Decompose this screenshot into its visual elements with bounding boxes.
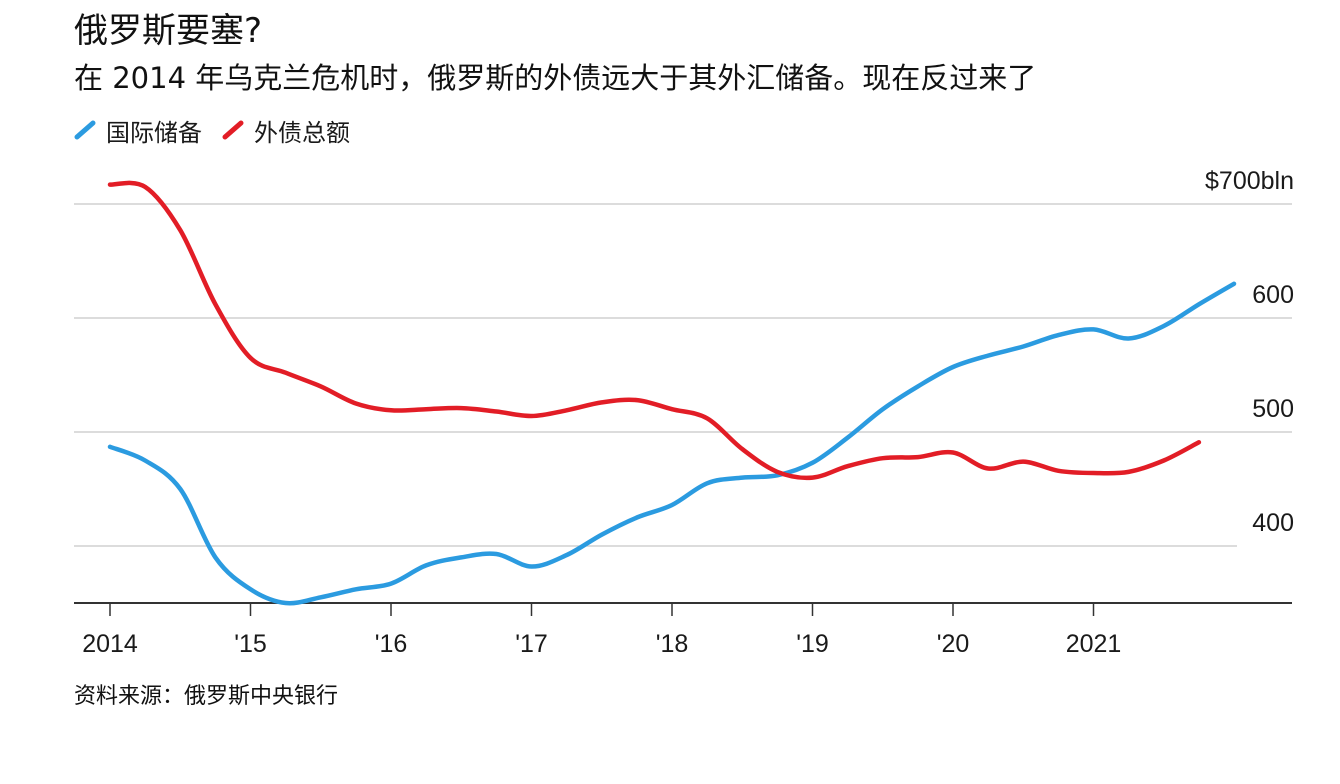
x-tick-label: 2014 — [82, 630, 138, 658]
legend-swatch-debt — [222, 120, 244, 140]
source-note: 资料来源：俄罗斯中央银行 — [74, 684, 339, 709]
legend-item-debt: 外债总额 — [222, 113, 350, 148]
x-tick-label: '17 — [515, 630, 548, 658]
y-tick-label: 600 — [1252, 281, 1294, 309]
line-chart: $700bln 600 500 400 2014 '15 '16 '17 '18 '19 '20 20… — [74, 167, 1294, 658]
x-tick-label: '19 — [796, 630, 829, 658]
legend-label-reserves: 国际储备 — [106, 118, 202, 147]
legend: 国际储备 外债总额 — [74, 112, 370, 148]
x-tick-label: '18 — [656, 630, 689, 658]
x-tick-label: '20 — [937, 630, 970, 658]
series-line-external-debt — [107, 180, 1202, 481]
y-tick-label: 400 — [1252, 509, 1294, 537]
x-tick-label: '16 — [375, 630, 408, 658]
x-tick-label: '15 — [234, 630, 267, 658]
series-line-reserves — [107, 281, 1237, 606]
y-tick-label: $700bln — [1205, 167, 1294, 195]
legend-item-reserves: 国际储备 — [74, 113, 202, 148]
chart-subtitle: 在 2014 年乌克兰危机时，俄罗斯的外债远大于其外汇储备。现在反过来了 — [74, 61, 1037, 95]
chart-title: 俄罗斯要塞? — [74, 11, 263, 51]
legend-swatch-reserves — [74, 120, 96, 140]
y-tick-label: 500 — [1252, 395, 1294, 423]
x-tick-label: 2021 — [1066, 630, 1122, 658]
legend-label-debt: 外债总额 — [254, 118, 350, 147]
